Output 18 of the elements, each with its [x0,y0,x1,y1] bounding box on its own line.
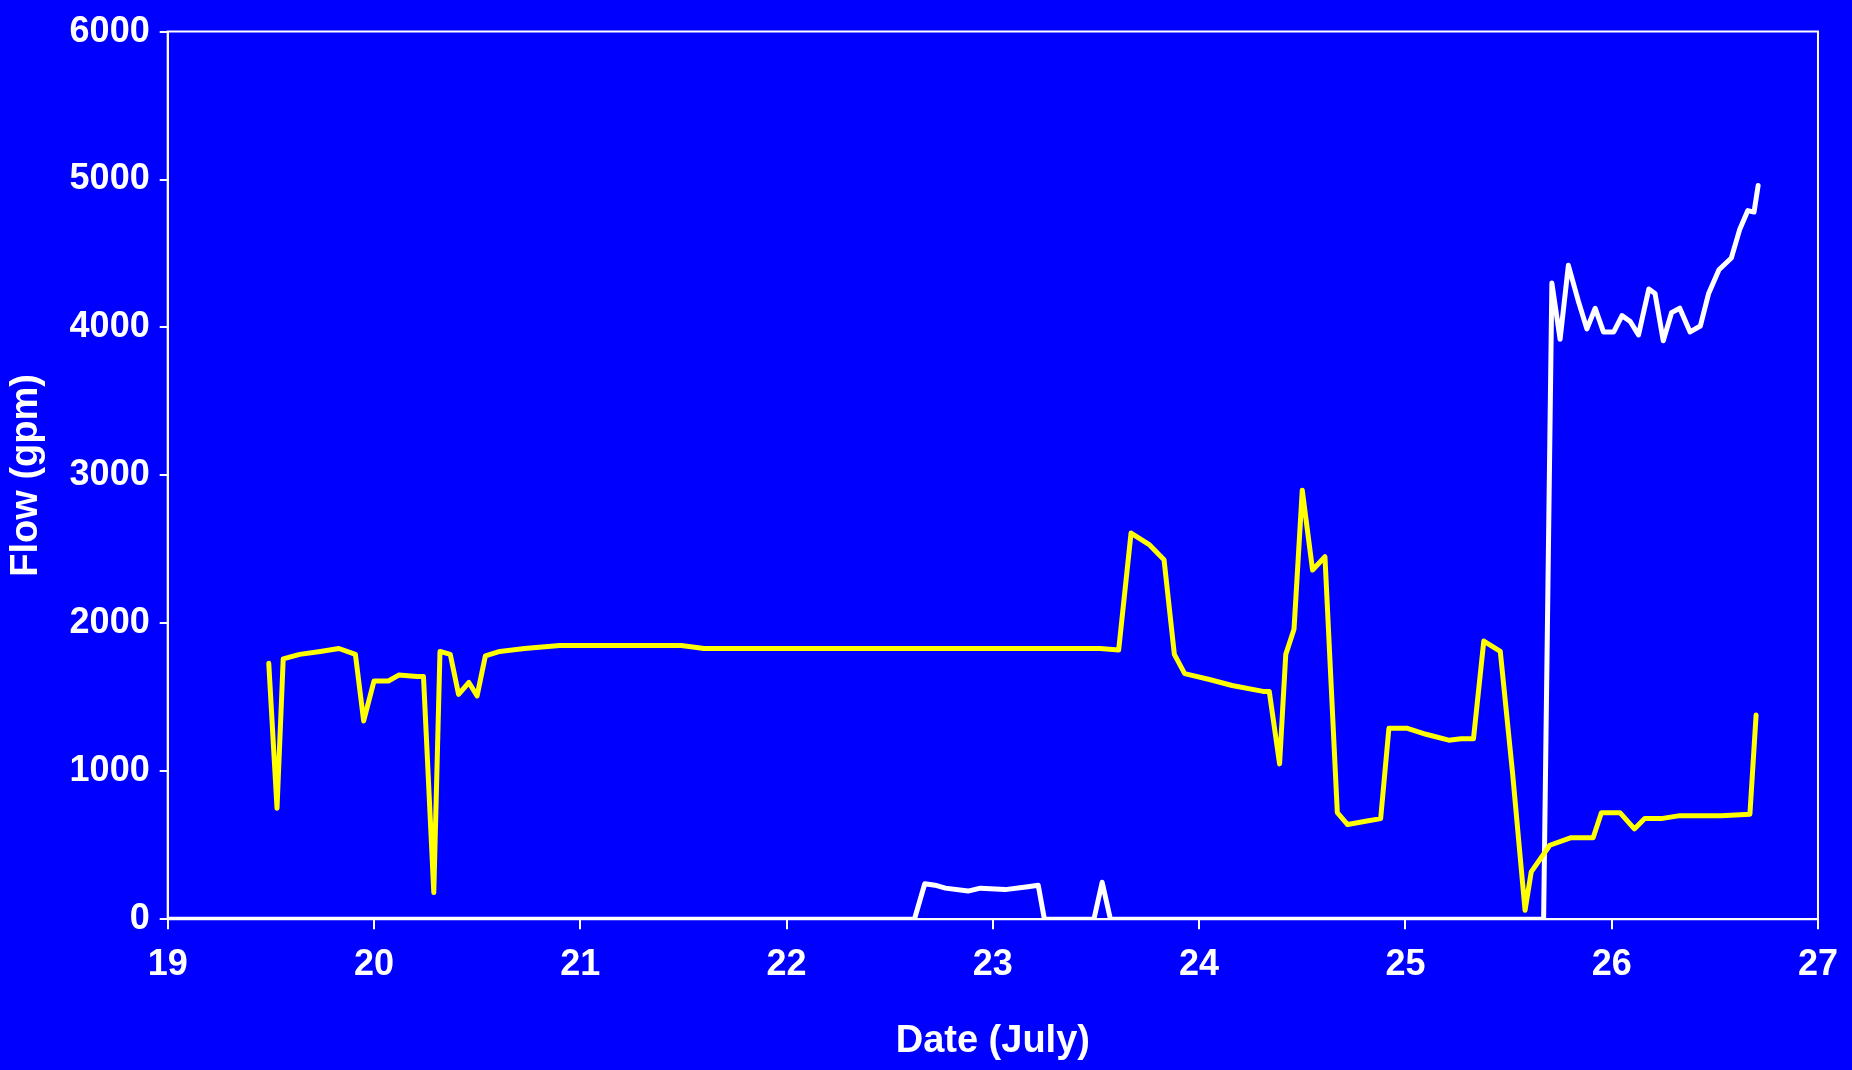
x-tick-label: 23 [972,941,1013,983]
x-tick-label: 21 [560,941,601,983]
y-tick-label: 1000 [69,748,150,790]
y-tick-label: 4000 [69,304,150,346]
x-tick-label: 24 [1179,941,1220,983]
x-tick-label: 19 [147,941,188,983]
x-tick-label: 25 [1385,941,1426,983]
y-axis-title: Flow (gpm) [3,374,46,577]
x-tick-label: 22 [766,941,807,983]
y-tick-label: 5000 [69,156,150,198]
x-tick-label: 27 [1797,941,1838,983]
y-tick-label: 2000 [69,600,150,642]
x-tick-label: 20 [353,941,394,983]
y-tick-label: 0 [129,896,150,938]
x-tick-label: 26 [1591,941,1632,983]
y-tick-label: 3000 [69,452,150,494]
x-axis-title: Date (July) [895,1017,1090,1060]
y-tick-label: 6000 [69,8,150,50]
